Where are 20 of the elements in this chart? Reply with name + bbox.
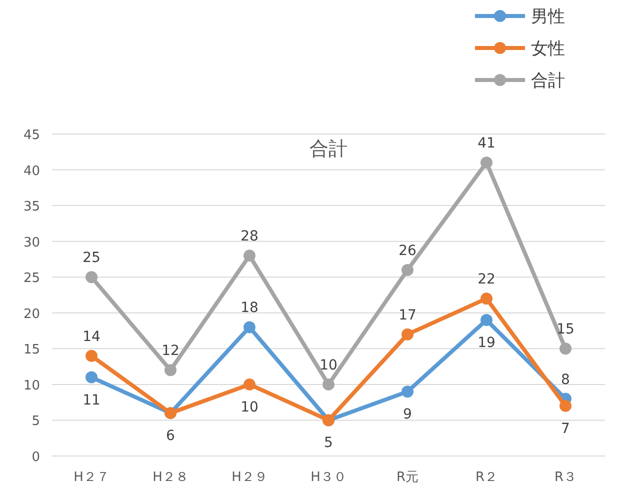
point — [322, 378, 334, 390]
point — [402, 264, 414, 276]
legend-label: 男性 — [531, 7, 565, 27]
point — [560, 342, 572, 355]
point — [244, 250, 256, 262]
legend-label: 女性 — [531, 39, 565, 59]
point — [402, 328, 414, 340]
point — [560, 400, 572, 412]
title: 合計 — [310, 138, 348, 160]
point — [86, 350, 98, 362]
point — [164, 364, 176, 376]
point — [244, 378, 256, 390]
point — [86, 271, 98, 284]
legend-label: 合計 — [531, 71, 565, 91]
point — [480, 314, 492, 326]
point — [244, 321, 256, 334]
point — [480, 292, 492, 305]
point — [402, 386, 414, 398]
point — [86, 371, 98, 384]
point — [480, 156, 492, 169]
